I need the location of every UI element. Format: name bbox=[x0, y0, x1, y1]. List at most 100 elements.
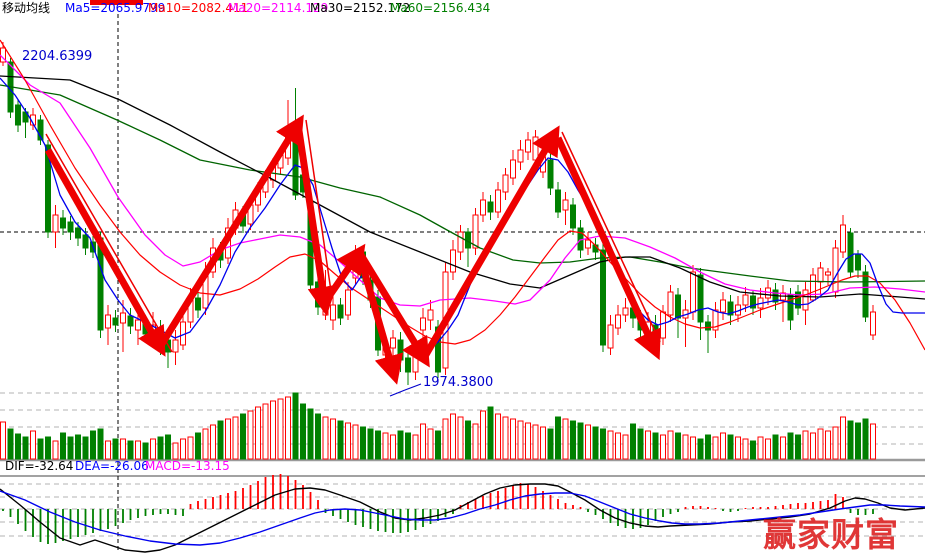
ma10-line bbox=[0, 39, 925, 351]
volume-bar bbox=[232, 416, 239, 460]
volume-bar bbox=[157, 436, 164, 460]
volume-bar bbox=[45, 436, 51, 460]
volume-bar bbox=[540, 426, 546, 460]
volume-bar bbox=[570, 420, 576, 460]
volume-bar bbox=[630, 423, 636, 460]
volume-bar bbox=[255, 406, 261, 460]
trend-stroke bbox=[561, 131, 661, 343]
volume-bar bbox=[127, 440, 134, 460]
volume-bar bbox=[847, 420, 854, 460]
volume-bar bbox=[532, 424, 539, 460]
volume-bar bbox=[382, 432, 389, 460]
candle-down bbox=[555, 189, 561, 213]
candle-down bbox=[397, 339, 404, 361]
volume-bar bbox=[690, 436, 696, 460]
candle-up bbox=[172, 339, 179, 353]
volume-bar bbox=[480, 410, 486, 460]
volume-bar bbox=[22, 436, 29, 460]
candle-down bbox=[750, 295, 756, 309]
candle-up bbox=[390, 337, 396, 349]
volume-bar bbox=[795, 434, 801, 460]
volume-bar bbox=[450, 413, 456, 460]
dea-line bbox=[0, 490, 925, 546]
site-watermark: 赢家财富网 bbox=[763, 515, 899, 553]
volume-bar bbox=[105, 440, 111, 460]
dea-value-label: DEA=-26.06 bbox=[75, 459, 149, 473]
volume-bar bbox=[660, 434, 666, 460]
volume-bar bbox=[262, 403, 269, 460]
candle-up bbox=[667, 291, 674, 316]
volume-bar bbox=[345, 422, 351, 460]
volume-bar bbox=[592, 426, 599, 460]
trend-arrow bbox=[157, 114, 304, 349]
candle-down bbox=[60, 217, 66, 229]
candle-up bbox=[660, 311, 666, 339]
volume-bar bbox=[435, 430, 441, 460]
volume-bar bbox=[217, 420, 224, 460]
candle-up bbox=[840, 224, 846, 253]
volume-bar bbox=[202, 428, 209, 460]
volume-bar bbox=[375, 430, 381, 460]
candle-up bbox=[720, 299, 726, 313]
candle-down bbox=[600, 249, 606, 346]
candle-down bbox=[127, 315, 134, 327]
volume-bar bbox=[682, 434, 689, 460]
volume-bar bbox=[502, 416, 509, 460]
volume-bar bbox=[607, 430, 614, 460]
candle-up bbox=[472, 214, 479, 249]
volume-bar bbox=[742, 438, 749, 460]
candle-up bbox=[330, 304, 336, 321]
volume-bar bbox=[667, 430, 674, 460]
volume-bar bbox=[360, 426, 366, 460]
volume-bar bbox=[412, 434, 419, 460]
trend-arrow bbox=[294, 123, 337, 317]
ma30-line bbox=[0, 75, 925, 300]
volume-bar bbox=[517, 420, 524, 460]
volume-bar bbox=[645, 430, 651, 460]
candle-down bbox=[675, 294, 681, 319]
candle-up bbox=[817, 267, 824, 283]
candle-up bbox=[120, 312, 126, 324]
indicator-title: 移动均线 bbox=[2, 1, 51, 15]
candle-down bbox=[75, 227, 81, 239]
volume-bar bbox=[15, 433, 21, 460]
volume-bar bbox=[600, 428, 606, 460]
volume-bar bbox=[825, 430, 831, 460]
volume-bar bbox=[60, 432, 66, 460]
volume-bar bbox=[90, 430, 96, 460]
candle-up bbox=[345, 289, 351, 316]
ma60-line bbox=[0, 84, 925, 283]
candle-up bbox=[825, 271, 831, 276]
volume-bar bbox=[270, 400, 276, 460]
volume-bar bbox=[37, 438, 44, 460]
volume-bar bbox=[615, 432, 621, 460]
candle-down bbox=[697, 274, 704, 323]
volume-bar bbox=[442, 418, 449, 460]
volume-bar bbox=[637, 428, 644, 460]
candle-down bbox=[547, 159, 554, 189]
candle-down bbox=[67, 221, 74, 233]
top-red-bar bbox=[90, 0, 143, 5]
candle-down bbox=[435, 326, 441, 373]
volume-bar bbox=[52, 440, 59, 460]
volume-bar bbox=[675, 432, 681, 460]
candle-up bbox=[532, 136, 539, 161]
candle-up bbox=[562, 199, 569, 211]
volume-bar bbox=[705, 434, 711, 460]
candle-up bbox=[502, 174, 509, 193]
ma5-value-label: Ma5=2065.9799 bbox=[65, 1, 166, 15]
candle-up bbox=[525, 139, 531, 153]
candle-down bbox=[487, 201, 494, 213]
candle-up bbox=[450, 249, 456, 273]
volume-bar bbox=[697, 438, 704, 460]
trend-stroke bbox=[45, 133, 173, 353]
ma10-value-label: Ma10=2082.411 bbox=[148, 1, 249, 15]
volume-bar bbox=[562, 418, 569, 460]
low-price-label: 1974.3800 bbox=[423, 375, 494, 390]
volume-bar bbox=[292, 392, 299, 460]
candle-down bbox=[727, 301, 734, 316]
dif-line bbox=[0, 483, 925, 553]
volume-bar bbox=[817, 428, 824, 460]
candle-down bbox=[855, 254, 861, 271]
volume-bar bbox=[247, 410, 254, 460]
